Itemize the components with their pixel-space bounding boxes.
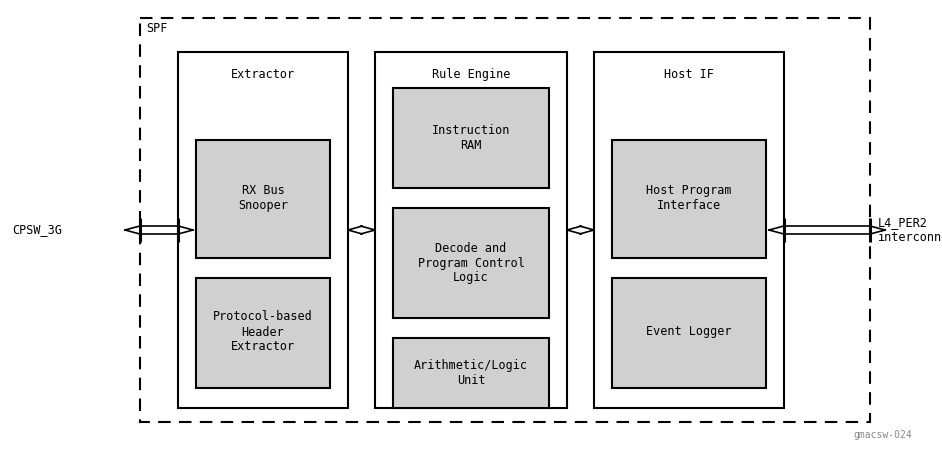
Text: CPSW_3G: CPSW_3G — [12, 224, 62, 236]
Bar — [393, 338, 549, 408]
Text: Decode and
Program Control
Logic: Decode and Program Control Logic — [417, 241, 525, 284]
Text: SPF: SPF — [146, 22, 168, 35]
Text: RX Bus
Snooper: RX Bus Snooper — [238, 184, 288, 212]
Bar — [612, 278, 766, 388]
Text: gmacsw-024: gmacsw-024 — [853, 430, 912, 440]
Bar — [375, 52, 567, 408]
Text: Protocol-based
Header
Extractor: Protocol-based Header Extractor — [213, 311, 313, 354]
Bar — [140, 18, 870, 422]
Text: Host Program
Interface: Host Program Interface — [646, 184, 732, 212]
Text: Host IF: Host IF — [664, 68, 714, 81]
Text: Rule Engine: Rule Engine — [431, 68, 511, 81]
Text: Arithmetic/Logic
Unit: Arithmetic/Logic Unit — [414, 359, 528, 387]
Bar — [612, 140, 766, 258]
Bar — [196, 140, 330, 258]
Bar — [393, 208, 549, 318]
Text: Instruction
RAM: Instruction RAM — [431, 124, 511, 152]
Bar — [393, 88, 549, 188]
Text: Extractor: Extractor — [231, 68, 295, 81]
Text: Event Logger: Event Logger — [646, 326, 732, 338]
Bar — [196, 278, 330, 388]
Text: L4_PER2
interconnect: L4_PER2 interconnect — [878, 216, 942, 244]
Bar — [594, 52, 784, 408]
Bar — [178, 52, 348, 408]
